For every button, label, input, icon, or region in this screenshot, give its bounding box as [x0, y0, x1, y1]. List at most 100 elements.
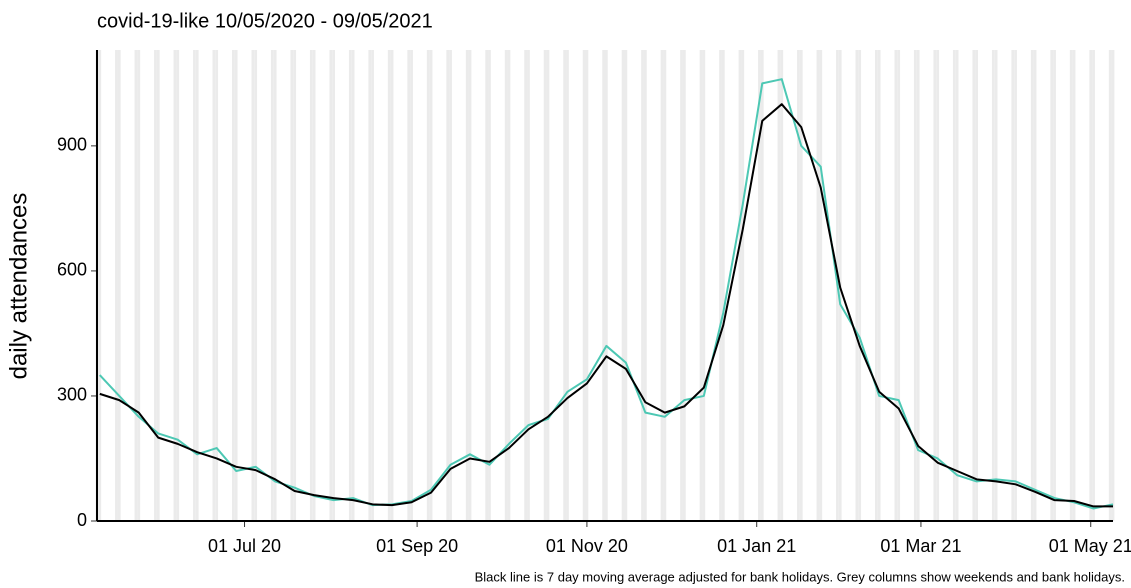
weekend-column — [1108, 50, 1112, 521]
weekend-column — [351, 50, 355, 521]
weekend-column — [504, 50, 508, 521]
weekend-column — [98, 50, 102, 521]
x-tick-label: 01 Nov 20 — [546, 536, 628, 556]
weekend-column — [566, 50, 569, 521]
weekend-column — [410, 50, 413, 521]
y-tick-label: 600 — [57, 260, 87, 280]
weekend-column — [1030, 50, 1034, 521]
weekend-column — [134, 50, 138, 521]
weekend-column — [527, 50, 530, 521]
weekend-column — [507, 50, 511, 521]
weekend-column — [332, 50, 335, 521]
weekend-column — [758, 50, 761, 521]
weekend-column — [387, 50, 391, 521]
weekend-column — [1111, 50, 1115, 521]
weekend-column — [117, 50, 121, 521]
weekend-column — [254, 50, 258, 521]
y-tick-label: 0 — [77, 510, 87, 530]
weekend-column — [426, 50, 430, 521]
weekend-column — [329, 50, 333, 521]
weekend-column — [154, 50, 157, 521]
weekend-column — [660, 50, 664, 521]
weekend-column — [1072, 50, 1076, 521]
weekend-column — [446, 50, 450, 521]
weekend-column — [115, 50, 118, 521]
series-line — [99, 103, 1113, 508]
weekend-column — [563, 50, 567, 521]
weekend-column — [465, 50, 469, 521]
weekend-column — [582, 50, 586, 521]
weekend-column — [488, 50, 491, 521]
weekend-column — [760, 50, 764, 521]
weekend-column — [215, 50, 219, 521]
weekend-column — [916, 50, 920, 521]
weekend-column — [390, 50, 394, 521]
weekend-column — [1011, 50, 1015, 521]
weekend-column — [913, 50, 917, 521]
weekend-column — [312, 50, 316, 521]
weekend-column — [270, 50, 274, 521]
weekend-column — [894, 50, 898, 521]
weekend-column — [819, 50, 823, 521]
weekend-column — [429, 50, 433, 521]
weekend-column — [682, 50, 686, 521]
weekend-column — [605, 50, 608, 521]
weekend-column — [858, 50, 862, 521]
y-tick-label: 300 — [57, 385, 87, 405]
weekend-column — [173, 50, 177, 521]
weekend-column — [875, 50, 878, 521]
weekend-column — [1053, 50, 1056, 521]
x-tick-label: 01 Jul 20 — [208, 536, 281, 556]
weekend-column — [524, 50, 528, 521]
weekend-column — [855, 50, 859, 521]
weekend-column — [741, 50, 745, 521]
weekend-column — [877, 50, 881, 521]
weekend-column — [176, 50, 180, 521]
weekend-column — [777, 50, 781, 521]
weekend-column — [816, 50, 820, 521]
weekend-column — [991, 50, 995, 521]
weekend-column — [348, 50, 352, 521]
weekend-column — [719, 50, 722, 521]
chart-title: covid-19-like 10/05/2020 - 09/05/2021 — [97, 10, 433, 32]
weekend-column — [624, 50, 628, 521]
y-tick-label: 900 — [57, 135, 87, 155]
weekend-column — [680, 50, 683, 521]
weekend-column — [955, 50, 959, 521]
weekend-column — [1014, 50, 1017, 521]
weekend-column — [368, 50, 372, 521]
weekend-column — [641, 50, 644, 521]
weekend-column — [738, 50, 742, 521]
weekend-column — [1033, 50, 1037, 521]
caption: Black line is 7 day moving average adjus… — [475, 569, 1125, 584]
weekend-column — [663, 50, 667, 521]
weekend-column — [212, 50, 216, 521]
weekend-column — [602, 50, 605, 521]
weekend-column — [546, 50, 550, 521]
weekend-column — [273, 50, 277, 521]
weekend-column — [371, 50, 374, 521]
y-axis-label: daily attendances — [5, 193, 32, 380]
x-tick-label: 01 May 21 — [1049, 536, 1131, 556]
weekend-column — [797, 50, 800, 521]
weekend-column — [449, 50, 452, 521]
x-tick-label: 01 Sep 20 — [376, 536, 458, 556]
weekend-column — [309, 50, 313, 521]
weekend-column — [290, 50, 294, 521]
weekend-column — [1069, 50, 1073, 521]
weekend-column — [721, 50, 725, 521]
weekend-column — [1092, 50, 1095, 521]
weekend-column — [1089, 50, 1093, 521]
weekend-column — [585, 50, 589, 521]
x-tick-label: 01 Jan 21 — [717, 536, 796, 556]
weekend-column — [232, 50, 235, 521]
weekend-column — [621, 50, 625, 521]
weekend-column — [293, 50, 297, 521]
weekend-column — [1050, 50, 1054, 521]
weekend-column — [193, 50, 196, 521]
weekend-column — [702, 50, 706, 521]
weekend-column — [972, 50, 976, 521]
weekend-column — [251, 50, 255, 521]
weekend-column — [933, 50, 937, 521]
